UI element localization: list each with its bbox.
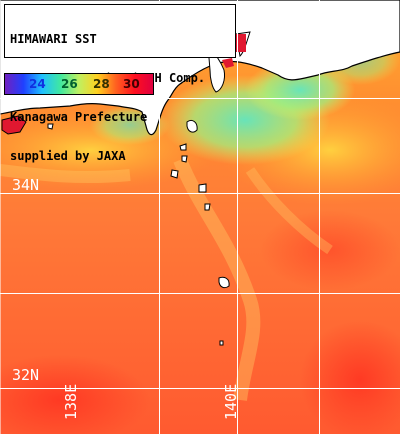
lat-label-32n: 32N [12, 366, 40, 384]
island-shikine [170, 169, 179, 179]
sst-filament-3 [0, 164, 131, 184]
warm-area-southeast [300, 320, 400, 434]
title-line-4: supplied by JAXA [10, 149, 126, 163]
title-line-1: HIMAWARI SST [10, 32, 97, 46]
island-toshima [179, 143, 187, 151]
lon-label-140e: 140E [222, 383, 240, 420]
hot-spot-miura [222, 58, 234, 68]
color-scale-tick-26: 26 [61, 77, 78, 91]
island-hachijo [218, 276, 230, 289]
color-scale-tick-28: 28 [93, 77, 110, 91]
sst-filament-2 [245, 167, 333, 255]
cool-pool-east [245, 60, 355, 120]
lon-label-138e: 138E [62, 383, 80, 420]
island-oshima [186, 119, 198, 133]
color-scale: 24 26 28 30 [4, 73, 154, 95]
hot-spot-west-coast [1, 115, 27, 135]
sst-filament-1 [173, 157, 261, 401]
island-aogashima [219, 340, 224, 346]
color-scale-tick-30: 30 [123, 77, 140, 91]
island-small-west [47, 123, 54, 130]
island-miyake [204, 203, 211, 211]
warm-area-southwest [0, 355, 150, 434]
title-line-3: Kanagawa Prefecture [10, 110, 148, 124]
warm-area-east [260, 210, 400, 290]
color-scale-gradient [5, 74, 153, 94]
island-niijima [181, 155, 188, 163]
island-kozu [198, 183, 207, 193]
lat-label-34n: 34N [12, 176, 40, 194]
title-box: HIMAWARI SST 2025/08/24 06(UTC) 3H Comp.… [4, 4, 236, 163]
color-scale-tick-24: 24 [29, 77, 46, 91]
